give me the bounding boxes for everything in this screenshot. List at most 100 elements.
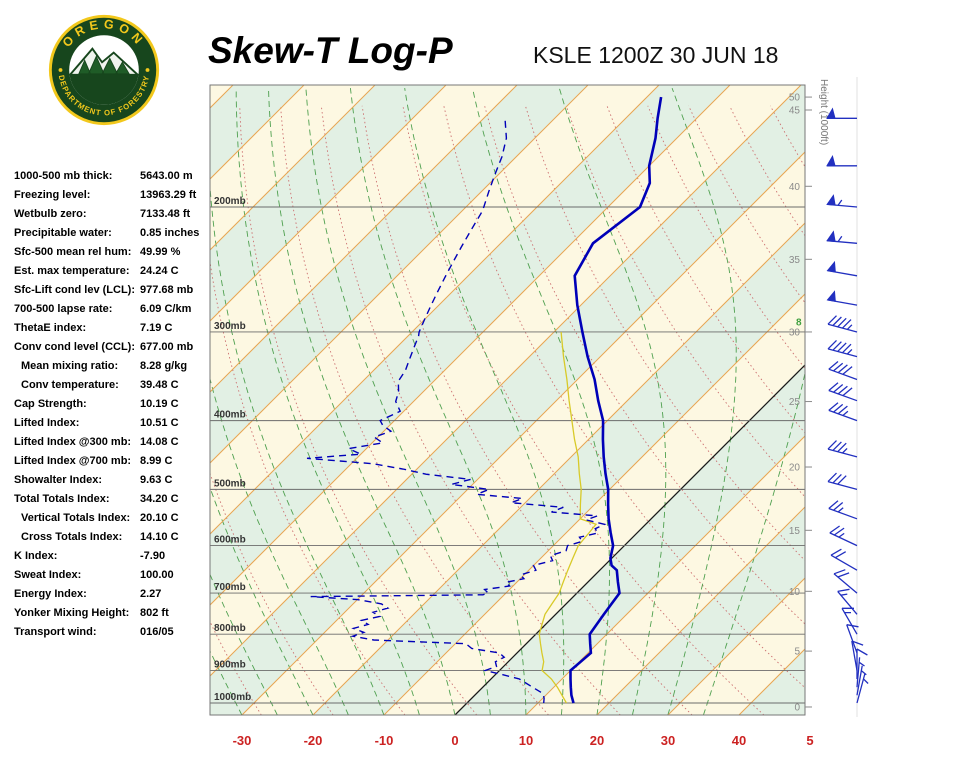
index-row: Sfc-Lift cond lev (LCL): 977.68 mb [14, 281, 219, 300]
temp-axis-label: 30 [661, 733, 675, 748]
wind-barb-icon [851, 640, 864, 671]
height-axis-label: 40 [789, 182, 801, 193]
height-axis-label: 0 [794, 702, 800, 713]
index-value: 7.19 C [140, 322, 173, 334]
wind-barb-icon [856, 673, 869, 704]
index-value: 2.27 [140, 588, 162, 600]
index-row: Conv cond level (CCL): 677.00 mb [14, 338, 219, 357]
isotherm [383, 293, 805, 715]
index-value: 5643.00 m [140, 170, 193, 182]
wind-barb-icon [828, 361, 858, 381]
index-row: Precipitable water: 0.85 inches [14, 224, 219, 243]
pressure-label: 200mb [214, 196, 246, 207]
index-label: 1000-500 mb thick: [14, 170, 113, 182]
isotherm [210, 85, 518, 393]
indices-panel: 1000-500 mb thick: 5643.00 m Freezing leve… [14, 167, 219, 642]
index-value: 6.09 C/km [140, 303, 192, 315]
dewpoint-trace [306, 118, 607, 704]
wind-barb-icon [856, 657, 865, 688]
wind-barb-icon [837, 588, 858, 615]
isotherm [810, 85, 925, 715]
pressure-label: 700mb [214, 582, 246, 593]
wind-barb-icon [827, 472, 858, 491]
temp-axis-label: 10 [519, 733, 533, 748]
wind-flag-icon [826, 154, 836, 167]
index-value: 8.99 C [140, 455, 173, 467]
pressure-label: 500mb [214, 478, 246, 489]
pressure-label: 300mb [214, 321, 246, 332]
plot-border [209, 84, 806, 716]
isotherm [312, 222, 805, 715]
temp-axis-label: 40 [732, 733, 746, 748]
index-value: 0.85 inches [140, 227, 200, 239]
index-label: Sfc-Lift cond lev (LCL): [14, 284, 135, 296]
isotherm [667, 577, 805, 715]
zero-isotherm [454, 364, 805, 715]
height-axis-label: 30 [789, 327, 801, 338]
index-value: 10.51 C [140, 417, 179, 429]
wind-barb-icon [827, 269, 858, 277]
index-value: 7133.48 ft [140, 208, 191, 220]
index-value: 34.20 C [140, 493, 179, 505]
index-row: Lifted Index @300 mb: 14.08 C [14, 433, 219, 452]
index-value: 10.19 C [140, 398, 179, 410]
height-axis-label: 5 [794, 647, 800, 658]
index-label: Sweat Index: [14, 569, 82, 581]
index-value: 39.48 C [140, 379, 179, 391]
index-label: Lifted Index @300 mb: [14, 436, 132, 448]
index-row: Lifted Index @700 mb: 8.99 C [14, 452, 219, 471]
index-row: Total Totals Index: 34.20 C [14, 490, 219, 509]
wind-barbs [826, 77, 869, 717]
wetbulb-trace [538, 331, 598, 704]
wind-barb-icon [827, 199, 858, 208]
wind-flag-icon [826, 194, 836, 206]
index-row: Transport wind: 016/05 [14, 623, 219, 642]
temp-axis-label: 20 [590, 733, 604, 748]
index-label: Yonker Mixing Height: [14, 607, 130, 619]
wind-barb-icon [856, 648, 868, 679]
station-datetime: KSLE 1200Z 30 JUN 18 [533, 42, 779, 68]
odf-logo: OREGON DEPARTMENT OF FORESTRY [46, 12, 162, 128]
index-row: 700-500 lapse rate: 6.09 C/km [14, 300, 219, 319]
wind-barb-icon [828, 500, 858, 520]
wind-barb-icon [828, 402, 858, 422]
wind-barb-icon [827, 339, 858, 358]
pressure-label: 800mb [214, 623, 246, 634]
index-value: 016/05 [140, 626, 174, 638]
isotherm [210, 85, 802, 677]
isotherm [241, 151, 805, 715]
index-value: -7.90 [140, 550, 166, 562]
isotherms [210, 85, 925, 715]
index-row: 1000-500 mb thick: 5643.00 m [14, 167, 219, 186]
index-row: Conv temperature: 39.48 C [14, 376, 219, 395]
wind-barb-icon [827, 315, 858, 333]
index-value: 49.99 % [140, 246, 181, 258]
temp-axis-label: -10 [375, 733, 394, 748]
wind-barb-icon [856, 665, 867, 696]
index-row: Sfc-500 mean rel hum: 49.99 % [14, 243, 219, 262]
index-label: Est. max temperature: [14, 265, 130, 277]
index-row: Yonker Mixing Height: 802 ft [14, 604, 219, 623]
index-row: K Index: -7.90 [14, 547, 219, 566]
index-value: 977.68 mb [140, 284, 194, 296]
index-value: 13963.29 ft [140, 189, 197, 201]
wind-barb-icon [830, 548, 858, 571]
index-row: Est. max temperature: 24.24 C [14, 262, 219, 281]
wind-barb-icon [827, 235, 858, 244]
index-row: Lifted Index: 10.51 C [14, 414, 219, 433]
isotherm [210, 85, 376, 251]
height-axis-label: 50 [789, 93, 801, 104]
index-label: 700-500 lapse rate: [14, 303, 113, 315]
index-label: Conv cond level (CCL): [14, 341, 136, 353]
isotherm [210, 85, 660, 535]
pressure-lines: 200mb 300mb 400mb 500mb 600mb 700mb 800mb 900mb… [210, 196, 805, 704]
logo-dot-left [58, 68, 63, 72]
wind-barb-icon [827, 299, 858, 306]
pressure-label: 900mb [214, 660, 246, 671]
index-value: 9.63 C [140, 474, 173, 486]
index-label: Showalter Index: [14, 474, 103, 486]
index-value: 100.00 [140, 569, 174, 581]
index-value: 14.10 C [140, 531, 179, 543]
index-label: Energy Index: [14, 588, 87, 600]
isotherm [525, 435, 805, 715]
